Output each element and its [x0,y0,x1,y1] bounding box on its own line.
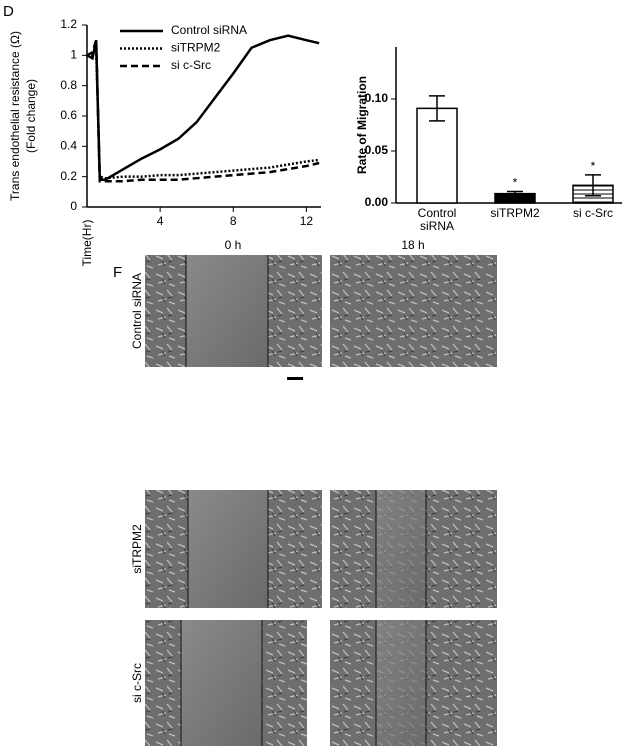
bar [416,107,458,204]
error-bar [585,174,601,197]
x-tick-label: siTRPM2 [490,206,540,220]
x-axis-label: Time(Hr) [80,220,94,267]
panel-label: D [3,3,14,20]
y-axis-label: Rate of Migration [355,76,369,174]
y-tick-label: 0.6 [60,108,77,122]
y-axis-label: (Fold change) [24,79,38,153]
row-label: siTRPM2 [130,524,144,574]
y-tick-label: 0 [70,199,77,213]
panel-label: F [113,264,122,281]
y-axis-label: Trans endothelial resistance (Ω) [8,31,22,201]
wound-gap [186,255,268,367]
legend-label: Control siRNA [171,23,247,37]
column-label: 0 h [225,238,242,252]
y-tick-label: 1.2 [60,17,77,31]
y-tick-label: 1 [70,48,77,62]
x-tick-label: 4 [157,214,164,228]
line-series [86,39,320,183]
wound-gap [376,620,426,746]
line-series [87,47,320,180]
y-tick-label: 0.05 [365,143,389,157]
micrograph [330,255,497,367]
error-bar [507,190,523,197]
row-label: Control siRNA [130,273,144,349]
x-tick-label: si c-Src [573,206,613,220]
significance: * [591,159,596,173]
legend-label: siTRPM2 [171,41,221,55]
x-tick-label: 8 [230,214,237,228]
y-tick-label: 0.00 [365,195,389,209]
wound-gap [188,490,268,608]
scale-bar [287,377,303,380]
wound-gap [376,490,426,608]
y-tick-label: 0.4 [60,139,77,153]
x-tick-label: Control siRNA [418,206,457,233]
significance: * [513,176,518,190]
y-tick-label: 0.10 [365,91,389,105]
y-tick-label: 0.8 [60,78,77,92]
y-tick-label: 0.2 [60,169,77,183]
wound-gap [181,620,262,746]
row-label: si c-Src [130,663,144,703]
error-bar [429,95,445,122]
image-grid: 0 h 18 h Control siRNA siTRPM2 si c-Src [130,238,497,746]
legend-label: si c-Src [171,58,211,72]
column-label: 18 h [401,238,424,252]
x-tick-label: 12 [300,214,314,228]
